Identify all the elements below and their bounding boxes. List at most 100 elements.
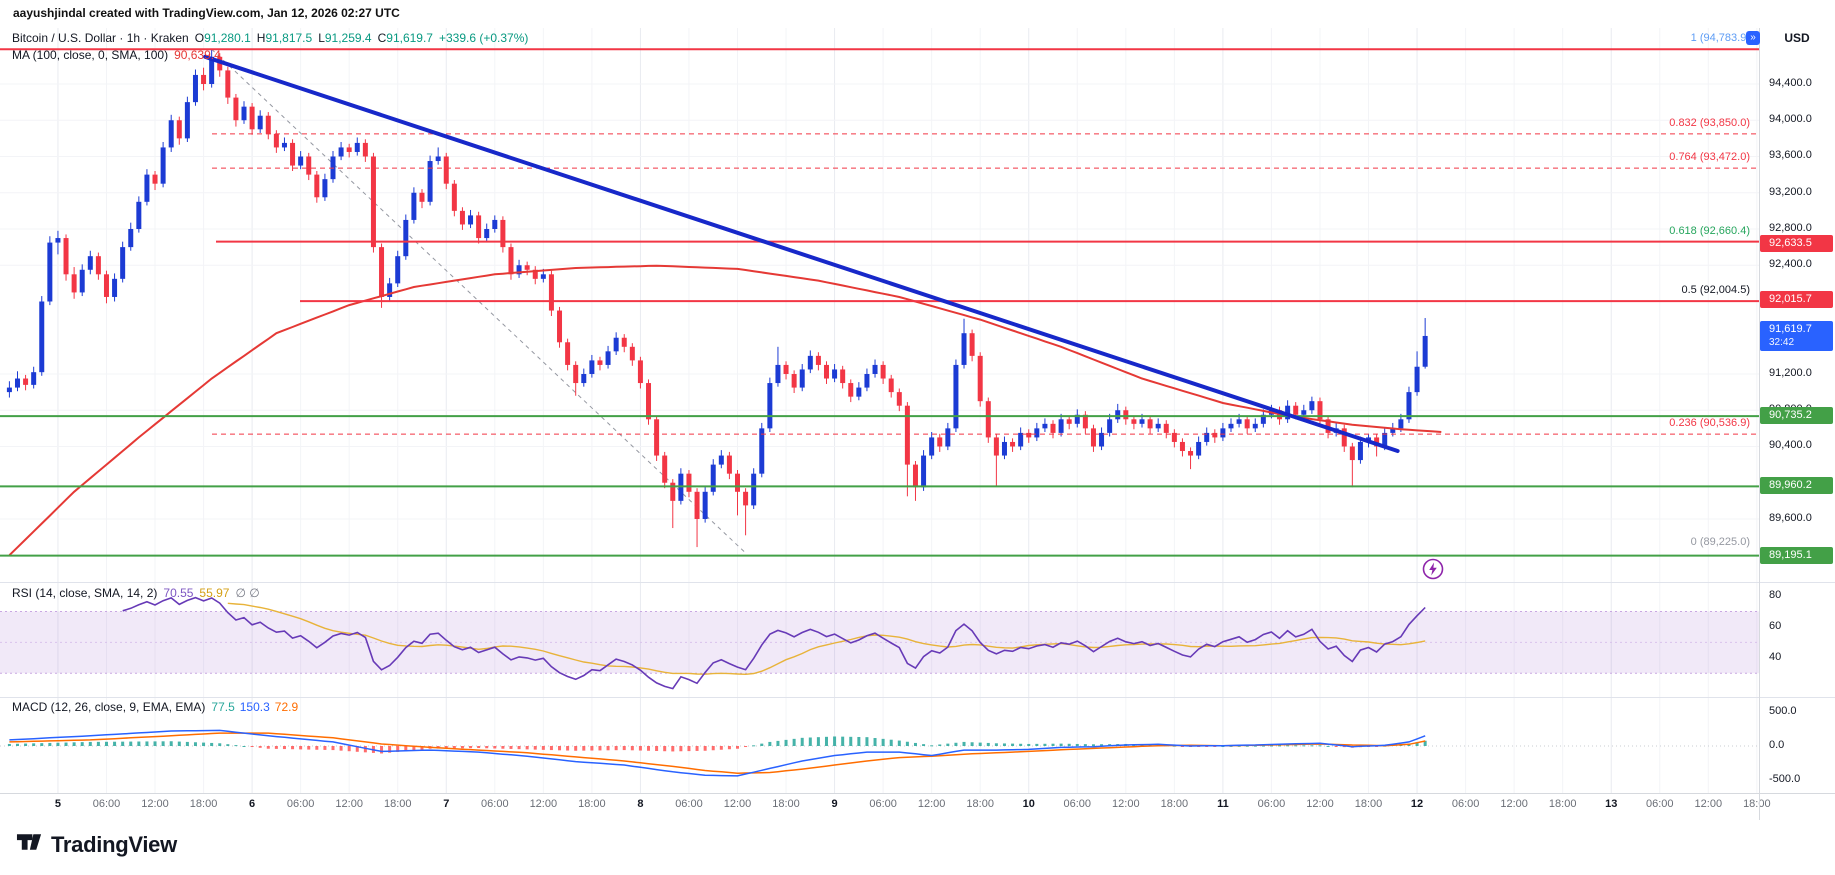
rsi-legend[interactable]: RSI (14, close, SMA, 14, 2) 70.55 55.97 ∅ ∅: [12, 586, 260, 600]
time-label[interactable]: 7: [443, 798, 450, 810]
time-label[interactable]: 06:00: [675, 798, 703, 810]
time-label[interactable]: 11: [1217, 798, 1229, 810]
macd-value: 150.3: [239, 700, 270, 714]
chart-svg: [0, 28, 1759, 793]
ma-name: MA (100, close, 0, SMA, 100): [12, 48, 169, 62]
time-label[interactable]: 06:00: [1451, 798, 1480, 810]
attribution-text: aayushjindal created with TradingView.co…: [13, 6, 400, 20]
fib-level-label[interactable]: 0.618 (92,660.4): [1669, 224, 1750, 237]
price-badge[interactable]: 91,619.7 32:42: [1760, 320, 1833, 351]
time-label[interactable]: 13: [1605, 798, 1618, 810]
time-label[interactable]: 9: [831, 798, 838, 810]
open-value: 91,280.1: [204, 31, 251, 45]
time-label[interactable]: 6: [249, 798, 256, 810]
price-tick[interactable]: 92,800.0: [1769, 221, 1812, 234]
time-label[interactable]: 12:00: [1112, 798, 1140, 810]
price-scale[interactable]: 94,400.0 94,000.0 93,600.0 93,200.0 92,800.0…: [1759, 28, 1835, 793]
lightning-icon[interactable]: [1422, 558, 1444, 580]
symbol-title: Bitcoin / U.S. Dollar · 1h · Kraken: [12, 31, 189, 45]
macd-hist-value: 77.5: [211, 700, 235, 714]
time-label[interactable]: 12:00: [529, 798, 558, 810]
price-badge[interactable]: 92,015.7: [1760, 291, 1833, 309]
time-label[interactable]: 06:00: [1063, 798, 1092, 810]
price-badge-value: 90,735.2: [1769, 409, 1812, 422]
time-label[interactable]: 18:00: [772, 798, 800, 810]
time-label[interactable]: 18:00: [966, 798, 994, 810]
fib-level-label[interactable]: 0.832 (93,850.0): [1669, 116, 1750, 129]
time-label[interactable]: 12: [1410, 798, 1424, 810]
jump-to-realtime-icon[interactable]: »: [1746, 31, 1760, 45]
macd-name: MACD (12, 26, close, 9, EMA, EMA): [12, 700, 206, 714]
close-label: C: [377, 31, 387, 45]
price-badge[interactable]: 89,960.2: [1760, 477, 1833, 495]
time-label[interactable]: 12:00: [1306, 798, 1334, 810]
time-label[interactable]: 12:00: [723, 798, 752, 810]
price-tick[interactable]: 93,200.0: [1769, 185, 1812, 198]
time-label[interactable]: 06:00: [869, 798, 897, 810]
time-label[interactable]: 06:00: [1645, 798, 1674, 810]
price-badge-value: 91,619.7: [1769, 322, 1812, 335]
time-label[interactable]: 12:00: [917, 798, 946, 810]
time-label[interactable]: 06:00: [1257, 798, 1286, 810]
time-label[interactable]: 18:00: [189, 798, 218, 810]
price-badge[interactable]: 90,735.2: [1760, 407, 1833, 425]
time-scale[interactable]: 5 06:00 12:00 18:00 6 06:00 12:00 18:00 7 06:00 12…: [0, 793, 1771, 820]
price-badge[interactable]: 92,633.5: [1760, 235, 1833, 253]
rsi-tick[interactable]: 40: [1769, 650, 1782, 663]
price-tick[interactable]: 89,600.0: [1769, 511, 1812, 524]
time-axis-border: [0, 793, 1835, 794]
change-value: +339.6 (+0.37%): [438, 31, 529, 45]
symbol-legend[interactable]: Bitcoin / U.S. Dollar · 1h · Kraken O91,2…: [12, 31, 528, 45]
price-tick[interactable]: 92,400.0: [1769, 258, 1812, 271]
time-label[interactable]: 18:00: [578, 798, 606, 810]
macd-tick[interactable]: 0.0: [1769, 739, 1785, 751]
time-label[interactable]: 06:00: [92, 798, 121, 810]
lightning-bolt-glyph: [1422, 558, 1444, 580]
pane-separator-rsi-macd[interactable]: [0, 697, 1835, 698]
time-label[interactable]: 06:00: [286, 798, 315, 810]
tradingview-logo-icon[interactable]: [16, 830, 43, 859]
fib-level-label[interactable]: 0.236 (90,536.9): [1669, 417, 1750, 430]
price-tick[interactable]: 91,200.0: [1769, 366, 1812, 379]
fib-level-label[interactable]: 0.764 (93,472.0): [1669, 151, 1750, 164]
fib-level-label[interactable]: 0.5 (92,004.5): [1681, 284, 1751, 297]
high-value: 91,817.5: [265, 31, 313, 45]
time-label[interactable]: 18:00: [383, 798, 412, 810]
time-label[interactable]: 18:00: [1548, 798, 1577, 810]
price-badge[interactable]: 89,195.1: [1760, 546, 1833, 564]
fib-level-label[interactable]: 1 (94,783.9): [1690, 32, 1750, 45]
time-label[interactable]: 18:00: [1160, 798, 1189, 810]
pane-separator-main-rsi[interactable]: [0, 582, 1835, 583]
time-label[interactable]: 06:00: [481, 798, 509, 810]
time-label[interactable]: 5: [54, 798, 61, 810]
rsi-tick[interactable]: 80: [1769, 589, 1782, 601]
time-label[interactable]: 12:00: [1500, 798, 1528, 810]
time-label[interactable]: 10: [1022, 798, 1035, 810]
rsi-tick[interactable]: 60: [1769, 619, 1782, 632]
ma-legend[interactable]: MA (100, close, 0, SMA, 100) 90,639.4: [12, 48, 221, 62]
price-chart-canvas[interactable]: [0, 28, 1759, 793]
time-label[interactable]: 12:00: [335, 798, 363, 810]
time-label[interactable]: 12:00: [1694, 798, 1723, 810]
price-scale-currency[interactable]: USD: [1759, 28, 1835, 50]
tradingview-logo-text[interactable]: TradingView: [51, 831, 177, 857]
time-label[interactable]: 18:00: [1743, 798, 1771, 810]
macd-legend[interactable]: MACD (12, 26, close, 9, EMA, EMA) 77.5 150…: [12, 700, 298, 714]
low-label: L: [318, 31, 325, 45]
macd-signal-value: 72.9: [274, 700, 299, 714]
fib-level-label[interactable]: 0 (89,225.0): [1690, 535, 1750, 548]
price-badge-value: 92,633.5: [1769, 237, 1812, 250]
bar-countdown: 32:42: [1769, 336, 1795, 348]
time-label[interactable]: 8: [637, 798, 644, 810]
time-label[interactable]: 18:00: [1354, 798, 1383, 810]
price-tick[interactable]: 93,600.0: [1769, 149, 1812, 162]
rsi-ma-value: 55.97: [199, 586, 230, 600]
macd-tick[interactable]: 500.0: [1769, 705, 1797, 717]
price-tick[interactable]: 94,000.0: [1769, 113, 1812, 126]
price-tick[interactable]: 90,400.0: [1769, 439, 1812, 452]
footer: TradingView: [16, 830, 177, 859]
time-label[interactable]: 12:00: [141, 798, 169, 810]
price-tick[interactable]: 94,400.0: [1769, 77, 1812, 89]
macd-tick[interactable]: -500.0: [1769, 773, 1801, 785]
